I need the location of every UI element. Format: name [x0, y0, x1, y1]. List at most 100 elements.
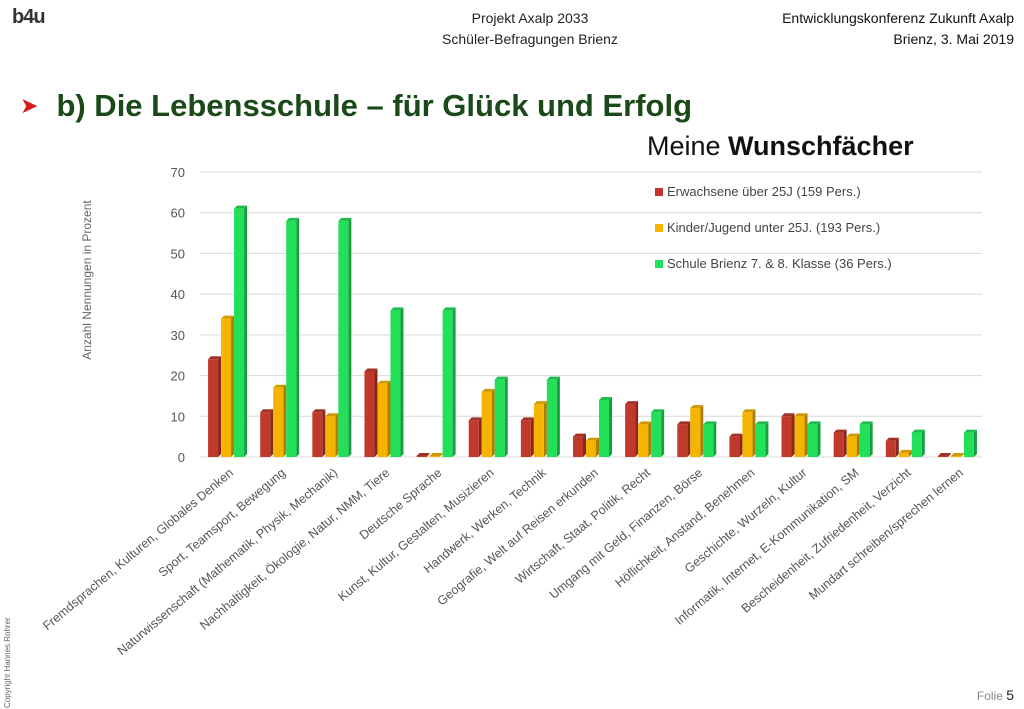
bar	[481, 391, 492, 457]
slide-number-label: Folie	[976, 689, 1007, 703]
bar-side	[791, 413, 795, 457]
bar	[651, 412, 662, 457]
bar-top	[325, 413, 339, 417]
bar-top	[950, 453, 964, 456]
bar	[963, 432, 974, 457]
chart-title-bold: Wunschfächer	[728, 131, 914, 161]
bar-top	[833, 429, 847, 433]
event-name: Entwicklungskonferenz Zukunft Axalp	[782, 10, 1014, 26]
x-tick-label: Fremdsprachen, Kulturen, Globales Denken	[40, 466, 236, 634]
bar-side	[231, 315, 235, 457]
bar-side	[244, 205, 248, 457]
bar	[533, 404, 544, 457]
bar	[794, 416, 805, 457]
legend-swatch	[655, 224, 663, 232]
bar-top	[429, 453, 443, 456]
x-tick-label: Nachhaltigkeit, Ökologie, Natur, NMM, Ti…	[197, 466, 392, 633]
y-tick-label: 0	[178, 450, 185, 465]
bar-side	[322, 409, 326, 457]
bar-side	[765, 421, 769, 457]
bar	[742, 412, 753, 457]
bar-top	[859, 421, 873, 425]
bar	[729, 436, 740, 457]
bar	[442, 310, 453, 457]
bar	[377, 383, 388, 457]
bar	[599, 400, 609, 457]
bar-side	[283, 384, 287, 457]
y-tick-label: 70	[171, 165, 185, 180]
bar	[520, 420, 531, 457]
bar-top	[520, 417, 534, 421]
chart-title-normal: Meine	[647, 131, 729, 161]
bar-side	[700, 405, 704, 457]
bar	[781, 416, 792, 457]
bar-side	[478, 417, 482, 457]
bar	[755, 424, 766, 457]
bar-top	[794, 413, 808, 417]
bar-top	[481, 388, 495, 392]
bar	[208, 359, 219, 457]
bar-side	[400, 307, 404, 457]
project-name: Projekt Axalp 2033	[471, 10, 589, 26]
bar-top	[546, 376, 560, 380]
bar-top	[573, 433, 586, 437]
bar-side	[817, 421, 821, 457]
bar-top	[390, 307, 404, 311]
y-tick-label: 40	[171, 287, 185, 302]
bar-top	[533, 401, 547, 405]
bar	[833, 432, 844, 457]
bar	[468, 420, 479, 457]
bar	[807, 424, 818, 457]
bar-top	[273, 384, 287, 388]
bar-side	[947, 453, 951, 457]
bar-side	[856, 433, 860, 457]
bar-side	[387, 380, 391, 457]
chart-title: Meine Wunschfächer	[647, 131, 914, 162]
bar	[273, 387, 284, 457]
bar-top	[442, 307, 456, 311]
bar	[286, 220, 297, 457]
bar-side	[869, 421, 873, 457]
bar-side	[374, 368, 378, 457]
bar	[260, 412, 271, 457]
bar-top	[807, 421, 821, 425]
bar-top	[586, 437, 599, 441]
bar	[859, 424, 870, 457]
bar-side	[661, 409, 665, 457]
bar	[586, 440, 596, 457]
slide-title-row: ➤ b) Die Lebensschule – für Glück und Er…	[20, 88, 692, 124]
bar	[494, 379, 505, 457]
bar	[703, 424, 714, 457]
bar	[338, 220, 349, 457]
bar-side	[348, 217, 352, 457]
bar	[911, 432, 922, 457]
event-date: Brienz, 3. Mai 2019	[893, 31, 1014, 47]
y-tick-label: 20	[171, 369, 185, 384]
bar-top	[599, 397, 612, 400]
bar	[950, 456, 961, 457]
bar-top	[937, 453, 951, 456]
bar-side	[895, 437, 899, 457]
copyright-note: Copyright Hannes Rohrer	[3, 617, 12, 708]
bar-top	[208, 356, 222, 360]
y-axis-label: Anzahl Nennungen in Prozent	[80, 200, 94, 360]
arrow-bullet-icon: ➤	[20, 93, 39, 118]
bar-top	[651, 409, 665, 413]
bar	[937, 456, 948, 457]
bar-side	[713, 421, 717, 457]
bar-top	[898, 449, 912, 453]
bar-top	[781, 413, 795, 417]
slide-number: Folie 5	[977, 687, 1014, 703]
bar-side	[596, 437, 599, 457]
bar	[677, 424, 688, 457]
bar-top	[234, 205, 248, 209]
y-tick-label: 50	[171, 246, 185, 261]
bar-top	[286, 217, 300, 221]
bar	[416, 456, 427, 457]
bar-side	[739, 433, 743, 457]
bar	[638, 424, 649, 457]
bar-top	[742, 409, 756, 413]
bar-top	[494, 376, 508, 380]
bar	[390, 310, 401, 457]
bar-top	[911, 429, 925, 433]
